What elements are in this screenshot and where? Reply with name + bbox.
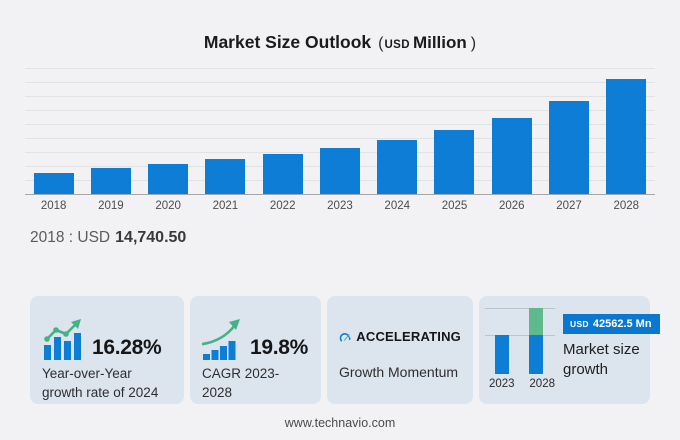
speedometer-icon	[339, 333, 351, 342]
yoy-growth-value: 16.28%	[92, 336, 162, 359]
bar-series	[25, 68, 655, 194]
x-axis-label: 2028	[613, 200, 640, 212]
gridline	[25, 96, 655, 97]
bar-2026	[483, 68, 540, 194]
x-axis-label: 2022	[269, 200, 296, 212]
mini-label-start-year: 2023	[489, 378, 515, 390]
badge-amount: 42562.5 Mn	[592, 318, 652, 330]
base-year-label: 2018 : USD	[30, 229, 111, 246]
website-url: www.technavio.com	[284, 416, 396, 430]
bar-2022	[254, 68, 311, 194]
market-size-growth-caption: Market size growth	[563, 341, 640, 379]
x-axis-label: 2025	[441, 200, 468, 212]
title-paren-open: (	[378, 35, 384, 52]
badge-currency: USD	[570, 319, 589, 329]
bar-2025	[426, 68, 483, 194]
title-paren-close: )	[470, 35, 477, 52]
card-cagr: 19.8% CAGR 2023-2028	[190, 296, 321, 404]
gridline	[25, 68, 655, 69]
title-unit: Million	[412, 33, 467, 52]
momentum-status: ACCELERATING	[356, 328, 461, 344]
yoy-growth-caption: Year-over-Year growth rate of 2024	[42, 366, 159, 400]
kpi-cards-row: 16.28% Year-over-Year growth rate of 202…	[30, 296, 660, 404]
x-axis-label: 2020	[155, 200, 181, 212]
bar-2020	[140, 68, 197, 194]
bar-2024	[369, 68, 426, 194]
chart-title: Market Size Outlook (USD Million)	[0, 32, 680, 53]
bar-chart-trend-up-icon	[44, 319, 81, 360]
mini-bar-growth-segment	[529, 308, 543, 335]
cagr-caption: CAGR 2023-2028	[202, 366, 280, 400]
momentum-caption: Growth Momentum	[339, 364, 459, 381]
bar-2019	[82, 68, 139, 194]
x-axis-label: 2026	[498, 200, 525, 212]
x-axis-label: 2019	[98, 200, 124, 212]
card-growth-momentum: ACCELERATING Growth Momentum	[327, 296, 473, 404]
bar-2023	[311, 68, 368, 194]
bar-chart-plot-area	[25, 68, 655, 195]
growth-value-badge: USD 42562.5 Mn	[563, 314, 660, 334]
x-axis-labels: 2018 2019 2020 2021 2022 2023 2024 2025 2026 2027…	[25, 200, 655, 212]
x-axis-label: 2023	[327, 200, 353, 212]
gridline	[25, 110, 655, 111]
ascending-bars-arrow-icon	[202, 319, 240, 360]
card-market-size-growth: 2023 2028 USD 42562.5 Mn Market size gro…	[479, 296, 660, 404]
card-yoy-growth: 16.28% Year-over-Year growth rate of 202…	[30, 296, 184, 404]
mini-growth-bar-chart: 2023 2028	[485, 306, 555, 398]
bar-2027	[540, 68, 597, 194]
title-currency: USD	[384, 39, 410, 51]
x-axis-label: 2021	[212, 200, 239, 212]
mini-gridline-top	[485, 308, 555, 309]
mini-bar-2023	[495, 335, 509, 374]
gridline	[25, 138, 655, 139]
gridline	[25, 124, 655, 125]
chart-title-main: Market Size Outlook	[203, 32, 372, 52]
gridline	[25, 82, 655, 83]
base-year-amount: 14,740.50	[115, 229, 187, 246]
x-axis-label: 2027	[556, 200, 582, 212]
x-axis-label: 2024	[384, 200, 411, 212]
base-year-value: 2018 : USD 14,740.50	[30, 229, 186, 247]
mini-gridline-mid	[485, 335, 555, 336]
bar-2028	[598, 68, 655, 194]
bar-2021	[197, 68, 254, 194]
bar-2018	[25, 68, 82, 194]
mini-label-end-year: 2028	[529, 378, 555, 390]
x-axis-label: 2018	[40, 200, 67, 212]
mini-bar-2028	[529, 308, 543, 374]
cagr-value: 19.8%	[250, 336, 309, 359]
